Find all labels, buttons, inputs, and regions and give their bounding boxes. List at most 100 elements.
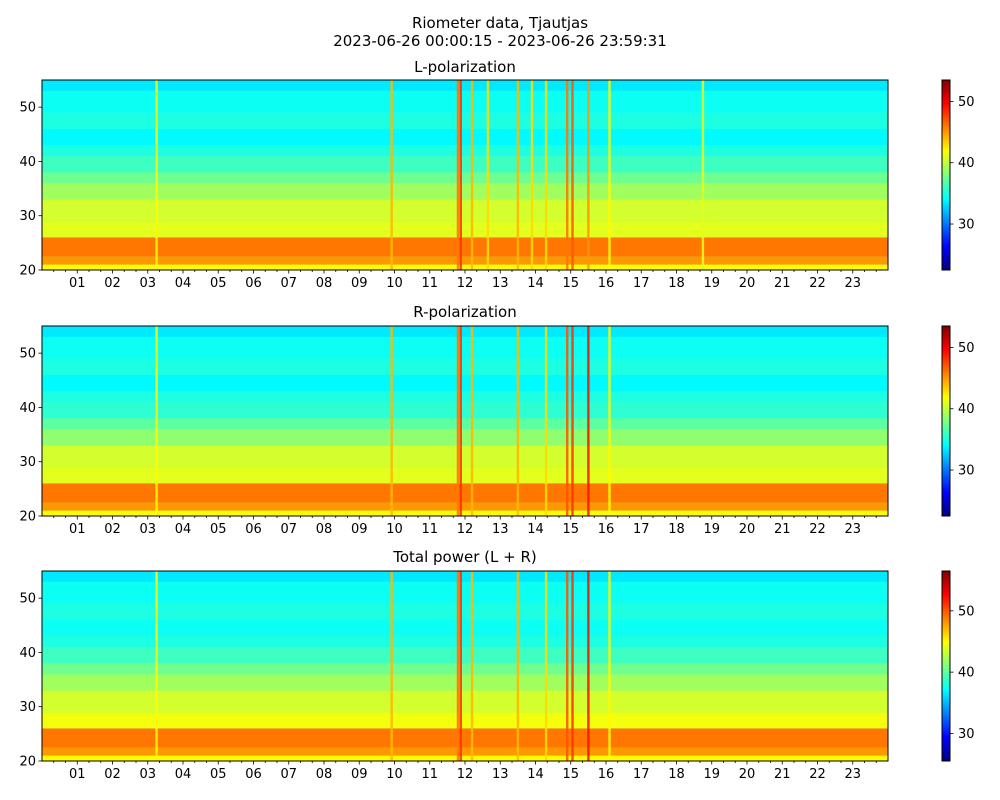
heatmap-spike xyxy=(486,80,490,270)
x-tick-label: 11 xyxy=(421,522,438,537)
heatmap-band xyxy=(42,581,888,604)
heatmap-band xyxy=(42,674,888,691)
x-tick-label: 11 xyxy=(421,276,438,291)
x-tick-label: 17 xyxy=(633,767,650,782)
x-tick-label: 19 xyxy=(703,767,720,782)
heatmap-spike xyxy=(390,80,393,270)
heatmap-band xyxy=(42,418,888,430)
heatmap-area xyxy=(42,326,888,516)
heatmap-band xyxy=(42,663,888,675)
x-tick-label: 05 xyxy=(210,522,227,537)
x-tick-label: 22 xyxy=(809,522,826,537)
heatmap-spike xyxy=(390,326,393,516)
x-tick-label: 16 xyxy=(598,276,615,291)
colorbar-tick-label: 50 xyxy=(958,604,975,619)
heatmap-spike xyxy=(155,80,158,270)
x-tick-label: 09 xyxy=(351,522,368,537)
heatmap-band xyxy=(42,264,888,270)
colorbar-tick-label: 50 xyxy=(958,95,975,110)
x-tick-label: 08 xyxy=(316,276,333,291)
heatmap-band xyxy=(42,755,888,761)
x-tick-label: 09 xyxy=(351,767,368,782)
heatmap-spike xyxy=(608,326,611,516)
x-tick-label: 15 xyxy=(562,522,579,537)
heatmap-band xyxy=(42,221,888,238)
x-tick-label: 08 xyxy=(316,522,333,537)
x-tick-label: 23 xyxy=(844,767,861,782)
y-tick-label: 30 xyxy=(19,700,36,715)
heatmap-band xyxy=(42,145,888,156)
x-tick-label: 16 xyxy=(598,767,615,782)
y-tick-label: 40 xyxy=(19,155,36,170)
heatmap-band xyxy=(42,712,888,729)
colorbar-tick-label: 30 xyxy=(958,727,975,742)
x-tick-label: 06 xyxy=(245,767,262,782)
x-tick-label: 07 xyxy=(280,767,297,782)
heatmap-spike xyxy=(571,571,574,761)
x-tick-label: 06 xyxy=(245,276,262,291)
heatmap-spike xyxy=(587,571,590,761)
y-tick-label: 20 xyxy=(19,264,36,279)
heatmap-spike xyxy=(155,326,158,516)
heatmap-spike xyxy=(608,571,611,761)
heatmap-panel-2: R-polarization 01 02 03 04 05 06 07 08 09 10 11 12 13… xyxy=(19,303,974,537)
y-tick-label: 50 xyxy=(19,101,36,116)
heatmap-spike xyxy=(459,326,462,516)
heatmap-band xyxy=(42,172,888,184)
x-tick-label: 18 xyxy=(668,276,685,291)
x-tick-label: 03 xyxy=(139,767,156,782)
colorbar: 30 40 50 xyxy=(941,570,975,762)
x-tick-label: 02 xyxy=(104,767,121,782)
figure-title: Riometer data, Tjautjas xyxy=(412,14,588,32)
x-tick-label: 01 xyxy=(69,767,86,782)
heatmap-spike xyxy=(470,571,474,761)
x-tick-label: 13 xyxy=(492,767,509,782)
heatmap-spike xyxy=(456,571,460,761)
heatmap-spike xyxy=(571,80,574,270)
x-tick-label: 09 xyxy=(351,276,368,291)
panel-title: R-polarization xyxy=(413,303,516,321)
heatmap-spike xyxy=(390,571,393,761)
x-tick-label: 01 xyxy=(69,522,86,537)
x-tick-label: 19 xyxy=(703,276,720,291)
heatmap-band xyxy=(42,467,888,484)
y-tick-label: 40 xyxy=(19,646,36,661)
heatmap-spike xyxy=(544,80,548,270)
heatmap-area xyxy=(42,571,888,761)
heatmap-spike xyxy=(516,326,520,516)
heatmap-spike xyxy=(456,80,460,270)
heatmap-band xyxy=(42,374,888,392)
x-tick-label: 15 xyxy=(562,767,579,782)
colorbar-tick-label: 30 xyxy=(958,218,975,233)
heatmap-spike xyxy=(587,326,590,516)
x-tick-label: 13 xyxy=(492,276,509,291)
heatmap-spike xyxy=(470,80,474,270)
heatmap-band xyxy=(42,326,888,337)
x-tick-label: 14 xyxy=(527,522,544,537)
x-tick-label: 23 xyxy=(844,522,861,537)
x-tick-label: 03 xyxy=(139,276,156,291)
x-tick-label: 12 xyxy=(457,276,474,291)
panel-title: Total power (L + R) xyxy=(392,548,537,566)
x-tick-label: 10 xyxy=(386,522,403,537)
heatmap-band xyxy=(42,128,888,146)
x-tick-label: 12 xyxy=(457,522,474,537)
heatmap-band xyxy=(42,90,888,113)
heatmap-band xyxy=(42,636,888,647)
x-tick-label: 17 xyxy=(633,522,650,537)
heatmap-spike xyxy=(456,326,460,516)
x-tick-label: 13 xyxy=(492,522,509,537)
figure-subtitle: 2023-06-26 00:00:15 - 2023-06-26 23:59:3… xyxy=(333,32,667,50)
heatmap-band xyxy=(42,336,888,359)
x-tick-label: 22 xyxy=(809,767,826,782)
y-tick-label: 20 xyxy=(19,755,36,770)
heatmap-spike xyxy=(459,80,462,270)
colorbar-tick-label: 30 xyxy=(958,464,975,479)
x-tick-label: 22 xyxy=(809,276,826,291)
colorbar: 30 40 50 xyxy=(941,79,975,271)
heatmap-band xyxy=(42,199,888,222)
x-tick-label: 08 xyxy=(316,767,333,782)
heatmap-band xyxy=(42,747,888,756)
heatmap-spike xyxy=(566,80,569,270)
colorbar-tick-label: 40 xyxy=(958,402,975,417)
